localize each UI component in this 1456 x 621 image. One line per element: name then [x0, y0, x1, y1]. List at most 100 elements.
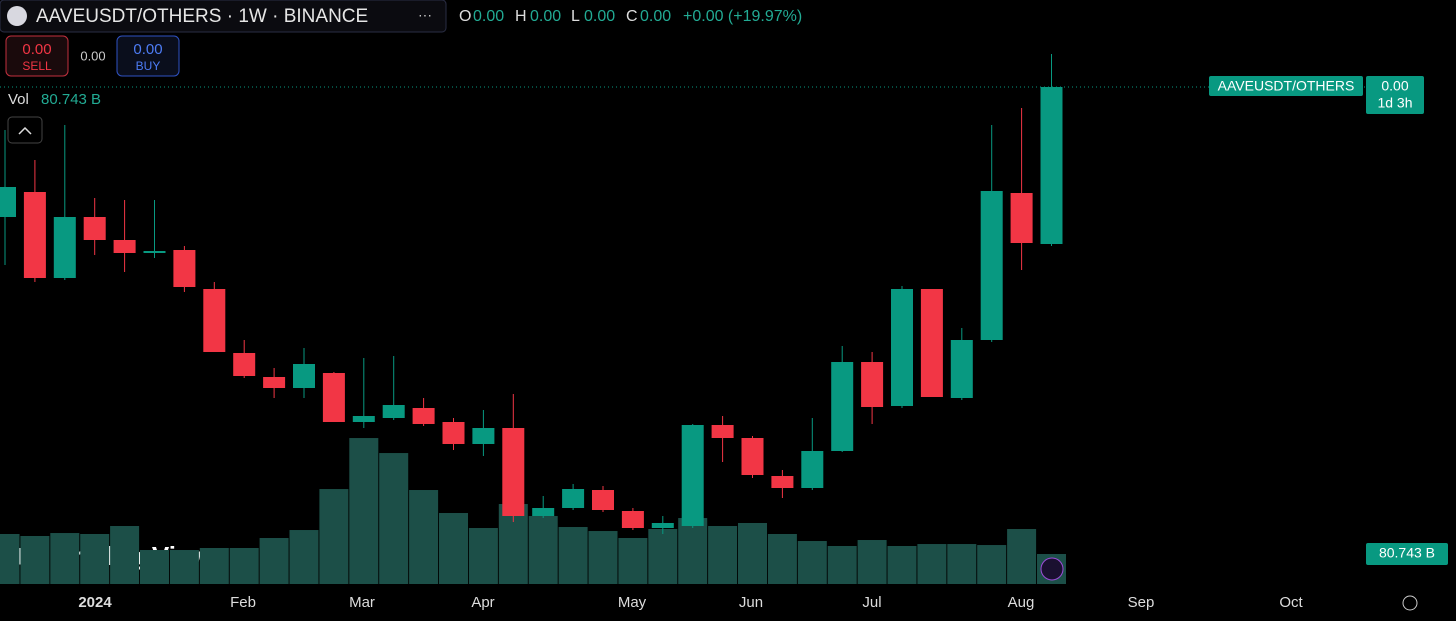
- x-axis-label: 2024: [78, 594, 112, 611]
- candle-body: [113, 240, 136, 253]
- change: +0.00 (+19.97%): [683, 8, 802, 25]
- volume-bar: [289, 530, 319, 584]
- candle-body: [502, 428, 525, 516]
- volume-bar: [797, 541, 827, 584]
- candle-body: [143, 251, 166, 253]
- symbol-box[interactable]: [0, 0, 447, 33]
- x-axis-label: Feb: [230, 594, 256, 611]
- volume-axis-label: 80.743 B: [1379, 545, 1435, 561]
- candle-body: [532, 508, 555, 516]
- x-axis-label: Apr: [471, 594, 494, 611]
- ohlc-h: 0.00: [530, 8, 561, 25]
- candle-body: [53, 217, 76, 278]
- candle-body: [263, 377, 286, 388]
- volume-bar: [20, 536, 50, 584]
- buy-price: 0.00: [133, 41, 162, 58]
- alert-icon: [1040, 557, 1064, 581]
- candle-body: [861, 362, 884, 407]
- volume-bar: [917, 544, 947, 584]
- candle-body: [322, 373, 345, 422]
- ohlc-o: 0.00: [473, 8, 504, 25]
- candle-body: [203, 289, 226, 352]
- candle-body: [83, 217, 106, 240]
- more-icon[interactable]: ···: [418, 7, 432, 23]
- x-axis-label: Mar: [349, 594, 375, 611]
- volume-bar: [618, 538, 648, 584]
- candle-body: [592, 490, 614, 510]
- symbol-icon: [7, 6, 27, 26]
- spread: 0.00: [80, 48, 105, 63]
- x-axis-label: Jul: [862, 594, 881, 611]
- candle-body: [412, 408, 435, 424]
- candle-body: [741, 438, 764, 475]
- ohlc-c: 0.00: [640, 8, 671, 25]
- x-axis-label: Oct: [1279, 594, 1303, 611]
- collapse-icon: [18, 126, 32, 135]
- candle-body: [801, 451, 824, 488]
- candle-body: [293, 364, 315, 388]
- symbol-label: AAVEUSDT/OTHERS: [1218, 78, 1355, 94]
- volume-bar: [558, 527, 588, 584]
- volume-bar: [110, 526, 140, 584]
- volume-bar: [169, 550, 199, 584]
- sell-button[interactable]: [5, 35, 69, 77]
- volume-bar: [439, 513, 468, 584]
- ohlc-l: 0.00: [584, 8, 615, 25]
- symbol-label-bg: [1209, 76, 1363, 96]
- candle-body: [651, 523, 674, 528]
- volume-bar: [50, 533, 80, 584]
- candle-body: [621, 511, 644, 528]
- volume-bar: [857, 540, 887, 584]
- candle-body: [891, 289, 913, 406]
- settings-icon: [1402, 595, 1418, 611]
- volume-bar: [827, 545, 857, 584]
- price-label-bg: [1366, 76, 1424, 114]
- candle-body: [771, 476, 794, 488]
- symbol: AAVEUSDT/OTHERS · 1W · BINANCE: [36, 6, 368, 27]
- candle-body: [980, 191, 1003, 340]
- candle-body: [1040, 87, 1063, 244]
- vol-value: 80.743 B: [41, 91, 101, 108]
- volume-bar: [588, 531, 618, 584]
- volume-bar: [229, 548, 259, 584]
- collapse-button[interactable]: [7, 116, 43, 144]
- x-axis-label: Jun: [739, 594, 763, 611]
- candle-body: [233, 353, 256, 376]
- candle-body: [950, 340, 973, 398]
- vol-name: Vol: [8, 91, 29, 108]
- volume-bar: [0, 533, 20, 584]
- volume-bar: [678, 518, 708, 584]
- candle-body: [382, 405, 405, 418]
- ohlc-l-key: L: [571, 8, 580, 25]
- candle-body: [562, 489, 585, 508]
- sell-label: SELL: [22, 59, 52, 73]
- ohlc-c-key: C: [626, 8, 638, 25]
- volume-bar: [80, 533, 110, 584]
- candle-body: [0, 187, 16, 217]
- candle-body: [472, 428, 495, 444]
- volume-bar: [259, 538, 289, 584]
- volume-bar: [977, 545, 1007, 584]
- volume-bar: [947, 544, 977, 584]
- ohlc-o-key: O: [459, 8, 471, 25]
- candle-body: [352, 416, 375, 422]
- candle-body: [23, 192, 46, 278]
- volume-bar: [648, 529, 678, 584]
- volume-bar: [140, 550, 169, 584]
- volume-bar: [349, 438, 379, 584]
- volume-label-bg: [1366, 543, 1448, 566]
- candle-body: [442, 422, 465, 444]
- x-axis-label: Aug: [1008, 594, 1035, 611]
- volume-bar: [468, 528, 498, 584]
- x-axis-label: Sep: [1128, 594, 1155, 611]
- volume-bar: [379, 453, 409, 584]
- candle-body: [920, 289, 943, 397]
- volume-bar: [409, 490, 439, 584]
- candle-body: [711, 425, 734, 438]
- buy-button[interactable]: [116, 35, 180, 77]
- sell-price: 0.00: [22, 41, 51, 58]
- volume-bar: [1007, 529, 1037, 584]
- price-label: 0.00: [1381, 78, 1408, 94]
